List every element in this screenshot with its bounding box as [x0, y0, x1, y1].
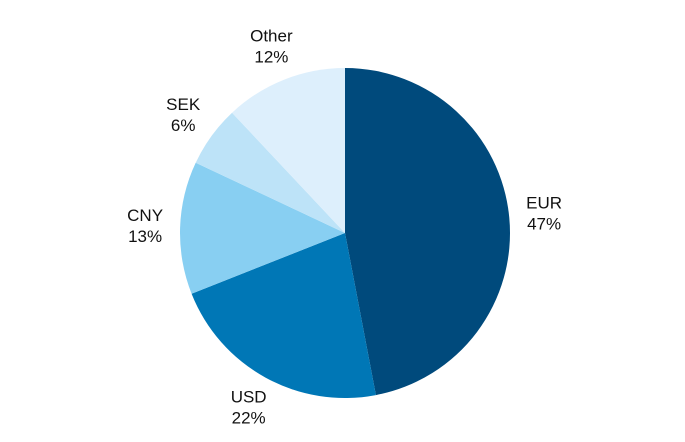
slice-label: SEK — [166, 95, 201, 114]
slice-label: EUR — [526, 194, 562, 213]
pie-slice — [232, 68, 345, 233]
pie-slice — [345, 68, 510, 396]
slice-label: USD — [231, 388, 267, 407]
slice-value-label: 47% — [527, 215, 561, 234]
pie-slice — [191, 233, 376, 398]
pie-slice — [195, 112, 345, 233]
slice-value-label: 6% — [171, 116, 196, 135]
slice-label: Other — [250, 27, 293, 46]
slice-value-label: 13% — [128, 227, 162, 246]
pie-slice — [180, 162, 345, 294]
slice-value-label: 22% — [232, 409, 266, 428]
slice-label: CNY — [127, 206, 163, 225]
slice-value-label: 12% — [254, 48, 288, 67]
